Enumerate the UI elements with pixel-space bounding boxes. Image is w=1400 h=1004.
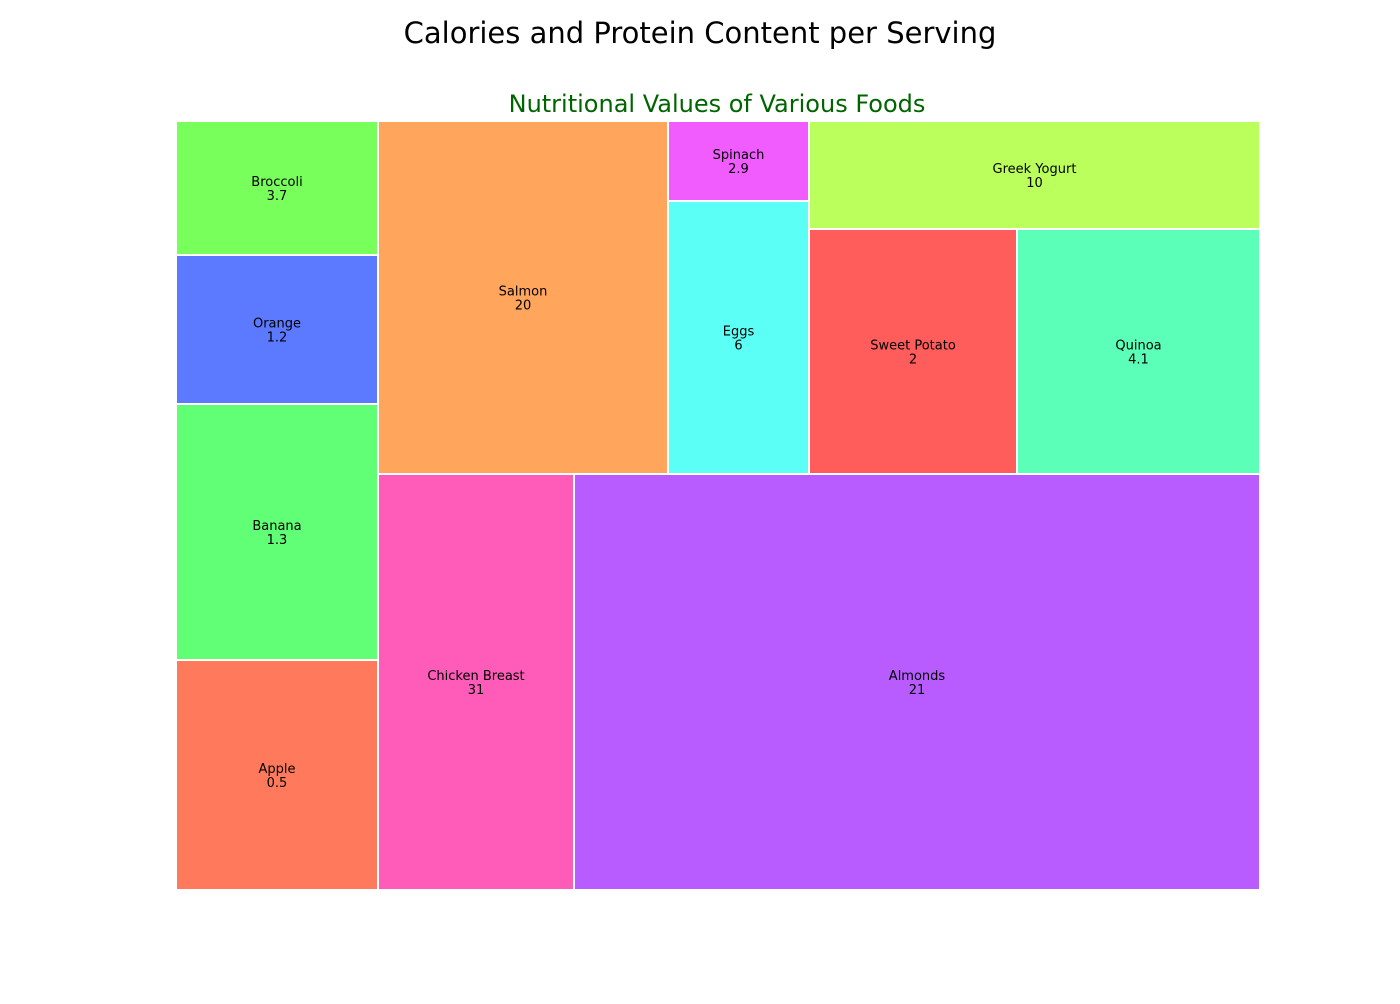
treemap-rect-quinoa [1016,228,1261,475]
treemap-label-broccoli: Broccoli [251,175,302,190]
treemap-value-orange: 1.2 [267,331,288,346]
treemap-rect-greek-yogurt [808,120,1261,230]
treemap-cells: Apple0.5Banana1.3Orange1.2Broccoli3.7Chi… [175,120,1261,891]
treemap-label-greek-yogurt: Greek Yogurt [993,162,1077,177]
treemap-value-eggs: 6 [734,339,742,354]
treemap-label-salmon: Salmon [499,285,548,300]
treemap-label-quinoa: Quinoa [1115,339,1161,354]
treemap-label-almonds: Almonds [889,669,946,684]
treemap-rect-chicken-breast [377,473,575,891]
treemap-rect-eggs [667,200,810,475]
treemap-rect-sweet-potato [808,228,1018,475]
treemap-value-salmon: 20 [515,299,532,314]
treemap-label-apple: Apple [258,762,295,777]
treemap-rect-almonds [573,473,1261,891]
treemap-value-broccoli: 3.7 [267,189,288,204]
treemap-value-almonds: 21 [909,683,926,698]
treemap-label-banana: Banana [252,519,301,534]
treemap-rect-apple [175,659,379,891]
treemap-value-sweet-potato: 2 [909,353,917,368]
treemap-rect-banana [175,403,379,661]
treemap-label-spinach: Spinach [713,148,765,163]
treemap-label-orange: Orange [253,317,301,332]
treemap-value-apple: 0.5 [267,776,288,791]
treemap-rect-spinach [667,120,810,202]
treemap-value-banana: 1.3 [267,533,288,548]
treemap-value-chicken-breast: 31 [468,683,485,698]
treemap-label-sweet-potato: Sweet Potato [870,339,956,354]
treemap-rect-salmon [377,120,669,475]
chart-title: Calories and Protein Content per Serving [404,16,997,50]
treemap-value-greek-yogurt: 10 [1026,176,1043,191]
chart-subtitle: Nutritional Values of Various Foods [509,90,926,118]
treemap-rect-broccoli [175,120,379,256]
treemap-label-chicken-breast: Chicken Breast [427,669,524,684]
treemap-value-spinach: 2.9 [728,162,749,177]
treemap-value-quinoa: 4.1 [1128,353,1149,368]
treemap-label-eggs: Eggs [723,325,755,340]
